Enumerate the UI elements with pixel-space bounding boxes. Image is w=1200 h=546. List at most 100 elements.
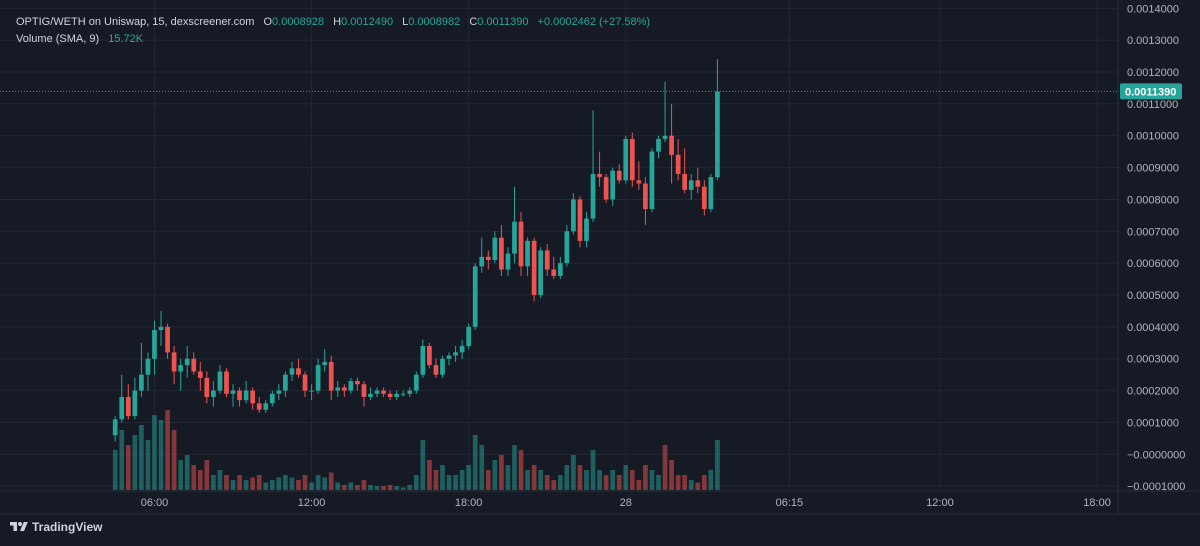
volume-bar (230, 480, 236, 490)
volume-bar (328, 472, 334, 490)
volume-bar (394, 486, 400, 490)
candle-body (603, 177, 609, 200)
volume-bar (485, 470, 491, 490)
y-tick-label: 0.0005000 (1127, 290, 1179, 302)
y-tick-label: 0.0002000 (1127, 386, 1179, 398)
symbol-title[interactable]: OPTIG/WETH on Uniswap, 15, dexscreener.c… (16, 16, 255, 28)
x-tick-label: 12:00 (926, 497, 954, 509)
volume-value: 15.72K (108, 33, 144, 45)
candle-body (197, 371, 203, 378)
candle-body (688, 180, 694, 190)
volume-bar (387, 485, 393, 490)
volume-bar (538, 470, 544, 490)
legend-volume-row: Volume (SMA, 9) 15.72K (16, 31, 650, 48)
volume-bar (237, 475, 242, 490)
tradingview-brand[interactable]: TradingView (10, 520, 102, 534)
candle-body (466, 326, 472, 346)
candle-body (263, 403, 269, 410)
volume-bar (217, 470, 223, 490)
last-price-badge (1120, 83, 1182, 100)
high-value: 0.0012490 (341, 16, 394, 28)
candle-body (420, 345, 426, 375)
volume-bar (695, 482, 701, 490)
open-value: 0.0008928 (272, 16, 325, 28)
volume-bar (309, 482, 314, 490)
x-tick-label: 12:00 (298, 497, 326, 509)
y-tick-label: 0.0008000 (1127, 194, 1179, 206)
volume-bar (649, 470, 655, 490)
candle-body (204, 377, 210, 397)
candle-body (505, 253, 511, 270)
volume-bar (204, 460, 210, 490)
candle-body (446, 355, 452, 359)
last-price-line: 0.0011390 (0, 83, 1182, 100)
x-tick-label: 28 (620, 497, 632, 509)
y-tick-label: −0.0001000 (1127, 481, 1185, 493)
candle-body (538, 250, 544, 296)
volume-bar (348, 482, 354, 490)
volume-label[interactable]: Volume (SMA, 9) (16, 33, 100, 45)
volume-bar (184, 455, 190, 490)
candle-body (348, 381, 354, 391)
candle-body (119, 396, 125, 420)
volume-bar (243, 480, 249, 490)
candle-body (269, 393, 275, 404)
volume-bar (250, 477, 256, 490)
candle-body (551, 269, 557, 276)
candle-body (211, 390, 216, 397)
volume-bar (446, 475, 452, 490)
candle-body (584, 218, 589, 241)
volume-bar (499, 455, 504, 490)
volume-bar (381, 486, 386, 490)
volume-bar (420, 440, 426, 490)
candle-body (649, 151, 655, 209)
candle-body (381, 390, 386, 394)
candle-body (643, 183, 648, 209)
candle-body (636, 180, 642, 184)
close-value: 0.0011390 (477, 16, 529, 28)
candle-body (152, 330, 157, 359)
candle-body (217, 371, 223, 391)
volume-bar (283, 475, 288, 490)
volume-bar (610, 470, 616, 490)
candle-body (656, 138, 661, 152)
candlesticks (112, 59, 720, 442)
volume-bar (139, 425, 144, 490)
candle-body (531, 240, 537, 296)
volume-bar (335, 482, 341, 490)
x-tick-label: 18:00 (455, 497, 483, 509)
volume-bar (374, 486, 380, 490)
candle-body (250, 390, 256, 404)
volume-bar (112, 450, 118, 490)
volume-bar (688, 480, 694, 490)
volume-bar (616, 475, 622, 490)
low-value: 0.0008982 (408, 16, 461, 28)
low-label: L (402, 16, 409, 28)
volume-bar (557, 475, 563, 490)
volume-bar (701, 475, 707, 490)
candle-body (472, 266, 478, 327)
candle-body (662, 135, 668, 139)
volume-bar (178, 460, 184, 490)
volume-bar (479, 445, 485, 490)
candle-body (518, 221, 524, 267)
y-tick-label: 0.0014000 (1127, 3, 1179, 15)
y-tick-label: −0.0000000 (1127, 449, 1185, 461)
volume-bar (564, 465, 570, 490)
candle-body (178, 365, 184, 372)
volume-bar (400, 487, 406, 490)
volume-bar (459, 470, 465, 490)
candle-body (708, 177, 714, 209)
volume-bar (407, 485, 413, 490)
volume-bar (531, 465, 537, 490)
volume-bar (315, 475, 321, 490)
candle-body (597, 173, 602, 178)
volume-bar (263, 482, 269, 490)
candle-body (132, 390, 138, 417)
volume-bar (584, 470, 589, 490)
change-value: +0.0002462 (+27.58%) (537, 16, 651, 28)
y-tick-label: 0.0001000 (1127, 417, 1179, 429)
candle-body (171, 352, 177, 372)
volume-bar (289, 477, 295, 490)
